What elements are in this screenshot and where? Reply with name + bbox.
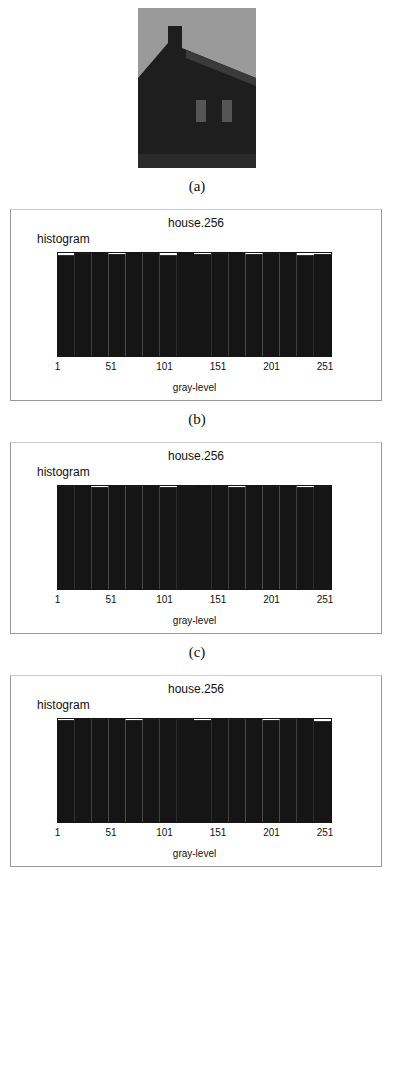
svg-text:101: 101 [156, 827, 173, 838]
html-text:house.256: house.256 [168, 216, 224, 230]
svg-text:51: 51 [105, 594, 117, 605]
html-text:(c): (c) [188, 644, 206, 660]
svg-text:151: 151 [210, 827, 227, 838]
html-text:(b): (b) [188, 411, 206, 427]
svg-text:251: 251 [317, 594, 334, 605]
html-text:house.256: house.256 [168, 682, 224, 696]
svg-text:201: 201 [263, 827, 280, 838]
svg-text:gray-level: gray-level [173, 615, 216, 626]
svg-text:51: 51 [105, 361, 117, 372]
svg-text:151: 151 [210, 361, 227, 372]
svg-text:1: 1 [55, 594, 61, 605]
html-text:histogram: histogram [37, 465, 90, 479]
svg-text:1: 1 [55, 827, 61, 838]
svg-text:151: 151 [210, 594, 227, 605]
svg-text:101: 101 [156, 594, 173, 605]
svg-text:201: 201 [263, 594, 280, 605]
svg-text:1: 1 [55, 361, 61, 372]
html-text:house.256: house.256 [168, 449, 224, 463]
html-text:histogram: histogram [37, 232, 90, 246]
svg-text:51: 51 [105, 827, 117, 838]
svg-text:gray-level: gray-level [173, 382, 216, 393]
html-text:(a): (a) [188, 178, 206, 194]
svg-text:201: 201 [263, 361, 280, 372]
svg-text:251: 251 [317, 827, 334, 838]
svg-text:gray-level: gray-level [173, 848, 216, 859]
html-text:histogram: histogram [37, 698, 90, 712]
svg-text:101: 101 [156, 361, 173, 372]
svg-text:251: 251 [317, 361, 334, 372]
